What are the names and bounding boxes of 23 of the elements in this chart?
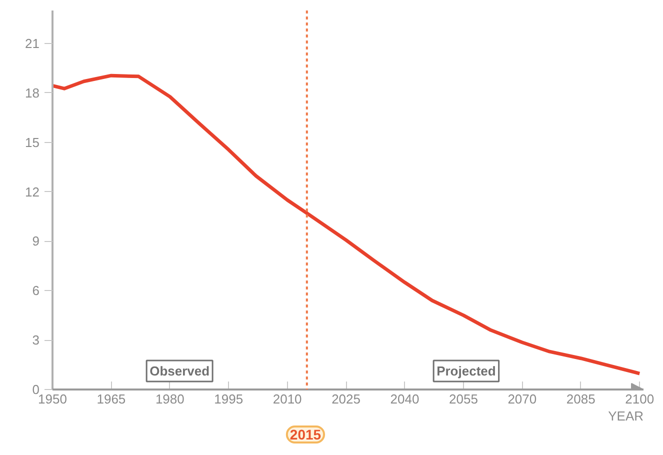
y-tick-label: 12 — [25, 184, 40, 200]
x-tick-label: 2100 — [625, 392, 654, 406]
x-tick-label: 1980 — [155, 392, 184, 406]
x-tick-label: 2010 — [272, 392, 302, 406]
y-tick-label: 6 — [32, 283, 40, 298]
x-tick-label: 2040 — [390, 392, 420, 406]
y-tick-label: 18 — [25, 85, 40, 100]
x-axis-title: YEAR — [608, 408, 644, 424]
x-tick-label: 2070 — [508, 392, 537, 406]
annotation: Observed — [150, 364, 210, 378]
y-tick-label: 15 — [25, 134, 40, 150]
x-tick-label: 2025 — [332, 392, 361, 406]
x-tick-label: 2055 — [449, 392, 478, 406]
y-tick-label: 21 — [25, 36, 40, 51]
y-tick-label: 0 — [32, 382, 40, 397]
ref-line-label: 2015 — [290, 426, 322, 442]
x-tick-label: 2085 — [566, 392, 596, 406]
x-tick-label: 1950 — [38, 392, 67, 406]
x-tick-label: 1995 — [214, 392, 244, 406]
annotation: Projected — [436, 364, 496, 378]
y-tick-label: 9 — [32, 234, 40, 249]
y-tick-label: 3 — [32, 332, 40, 348]
x-tick-label: 1965 — [96, 392, 126, 406]
